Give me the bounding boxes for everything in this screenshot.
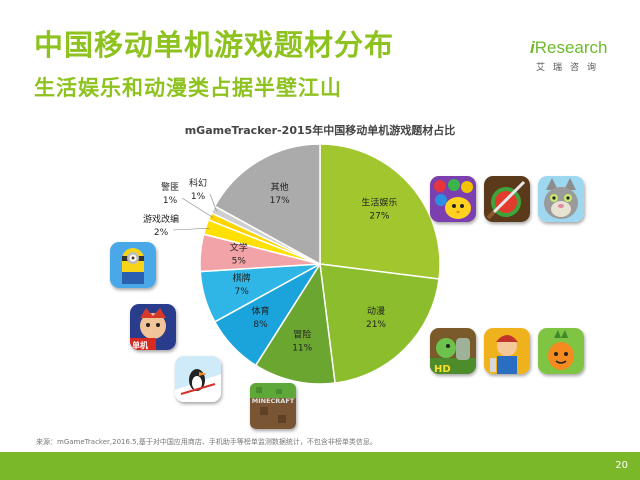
slice-name-label-3: 体育 (252, 305, 270, 317)
game-plants-vs-zombies-icon: HD (430, 328, 476, 374)
iresearch-logo: iResearch 艾瑞咨询 (530, 38, 610, 74)
logo-wordmark: iResearch (530, 38, 608, 57)
slice-name-label-0: 生活娱乐 (361, 197, 397, 209)
pie-slice-1 (319, 263, 440, 384)
slice-name-label-7: 警匪 (161, 181, 179, 193)
leader-line-7 (181, 197, 214, 219)
slice-value-label-4: 7% (234, 287, 249, 297)
game-subway-surfers-icon (484, 328, 530, 374)
slice-value-label-5: 5% (232, 256, 247, 266)
svg-text:MINECRAFT: MINECRAFT (252, 397, 295, 405)
page-title: 中国移动单机游戏题材分布 (34, 28, 395, 62)
slice-name-label-1: 动漫 (367, 305, 385, 317)
slice-name-label-2: 冒险 (293, 329, 311, 341)
game-fruit-match-icon (430, 176, 476, 222)
logo-subtitle: 艾瑞咨询 (536, 63, 605, 73)
game-minecraft-icon: MINECRAFT (250, 383, 296, 429)
chart-title: mGameTracker-2015年中国移动单机游戏题材占比 (184, 124, 456, 137)
slice-name-label-6: 游戏改编 (143, 213, 179, 225)
slice-value-label-3: 8% (253, 320, 268, 330)
slice-value-label-8: 1% (191, 192, 206, 202)
leader-line-8 (209, 193, 217, 212)
game-carrot-defense-icon (538, 328, 584, 374)
slice-value-label-9: 17% (270, 196, 290, 206)
game-fruit-ninja-icon (484, 176, 530, 222)
game-talking-tom-icon (538, 176, 584, 222)
slice-value-label-1: 21% (366, 320, 386, 330)
slice-value-label-7: 1% (163, 196, 178, 206)
slice-name-label-9: 其他 (271, 181, 289, 193)
game-minions-icon (110, 242, 156, 288)
svg-text:HD: HD (434, 364, 451, 374)
slice-value-label-0: 27% (369, 212, 389, 222)
slice-name-label-5: 文学 (230, 241, 248, 253)
slice-value-label-2: 11% (292, 344, 312, 354)
pie-slice-0 (319, 143, 441, 280)
footer-bar: 20 (0, 452, 640, 480)
game-king-cartoon-icon: 单机 (130, 304, 176, 350)
slice-name-label-8: 科幻 (189, 177, 207, 189)
game-ski-penguin-icon (175, 356, 221, 402)
leader-line-6 (172, 227, 210, 231)
slice-name-label-4: 棋牌 (233, 272, 251, 284)
pie-slice-9 (213, 143, 321, 266)
page-number: 20 (615, 460, 628, 471)
svg-text:单机: 单机 (132, 340, 148, 350)
pie-slice-2 (254, 261, 336, 385)
slice-value-label-6: 2% (154, 228, 169, 238)
page-subtitle: 生活娱乐和动漫类占据半壁江山 (34, 76, 342, 100)
source-footnote: 来源：mGameTracker,2016.5,基于对中国应用商店、手机助手等榜单… (36, 438, 377, 446)
